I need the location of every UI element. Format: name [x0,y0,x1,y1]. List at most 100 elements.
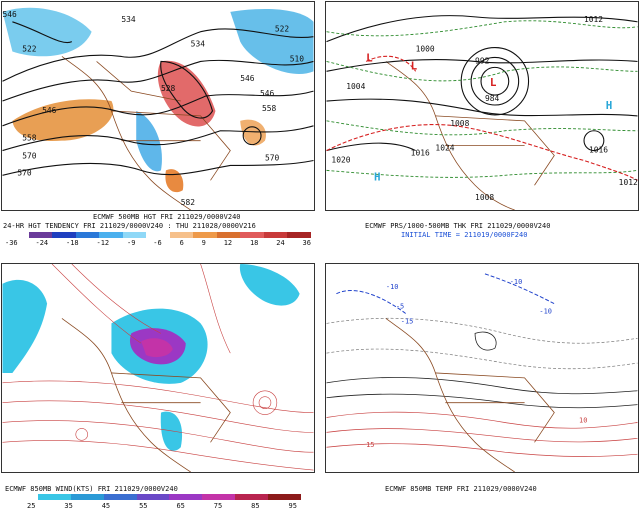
contour-label: 546 [2,10,17,19]
tick-label: 18 [249,239,259,247]
panel-title: ECMWF 850MB TEMP FRI 211029/0000V240 [385,485,537,493]
contour-label: 546 [42,106,57,115]
isobar-label: 1012 [619,178,638,187]
colorbar-swatch [169,494,203,500]
initial-time: INITIAL TIME = 211019/0000F240 [401,231,528,239]
contour-label: 570 [22,151,37,160]
wind-colorbar [5,494,302,500]
map-pressure-thickness: H H L L L 1000 992 984 1004 1008 1016 10… [325,1,639,211]
map-850mb-temperature: -10 -10 -5 -15 -10 10 15 [325,263,639,473]
map-500mb-height-svg: 522 534 546 558 570 546 522 510 528 534 … [2,7,314,210]
tendency-negative-shading [2,7,92,57]
colorbar-swatch [75,232,100,238]
panel-title: ECMWF 500MB HGT FRI 211029/0000V240 [93,213,241,221]
panel-pressure-thickness: H H L L L 1000 992 984 1004 1008 1016 10… [325,1,639,249]
contour-label: 534 [191,40,206,49]
isobar-label: 992 [475,56,490,65]
colorbar-swatch [146,232,170,238]
isobar-label: 1012 [584,15,603,24]
colorbar-swatch [99,232,123,238]
isobar-label: 984 [485,94,500,103]
tendency-positive-shading [157,60,216,127]
tick-label: 65 [176,502,185,510]
tick-label: 24 [276,239,285,247]
contour-label: 582 [181,198,196,207]
colorbar-swatch [169,232,194,238]
tendency-negative-shading [136,110,162,172]
high-pressure-marker: H [374,170,381,183]
cold-isotherms [336,273,555,314]
isobar-label: 1008 [475,193,494,202]
panel-title: ECMWF PRS/1000-500MB THK FRI 211029/0000… [365,222,551,230]
colorbar-swatch [287,232,311,238]
isotherms-dashed [326,317,638,370]
tick-label: -18 [66,239,79,247]
map-850mb-wind [1,263,315,473]
low-pressure-marker: L [490,76,497,89]
colorbar-swatch [122,232,147,238]
tick-label: -12 [96,239,110,247]
tendency-colorbar [5,232,311,238]
tick-label: 75 [213,502,223,510]
colorbar-swatch [263,232,288,238]
isobar-label: 1024 [435,144,454,153]
tick-label: 95 [288,502,297,510]
tendency-positive-shading [165,169,184,193]
warm-isotherms [326,411,638,457]
tick-label: 45 [101,502,111,510]
contour-label: 570 [17,168,32,177]
tendency-positive-shading [240,119,266,146]
high-pressure-marker: H [606,99,613,112]
coastlines [385,61,555,210]
tick-label: 55 [139,502,148,510]
colorbar-swatch [193,232,217,238]
thickness-contours [326,20,638,178]
map-pressure-thickness-svg: H H L L L 1000 992 984 1004 1008 1016 10… [326,15,638,210]
isobar-label: 1016 [411,149,430,158]
tick-label: -24 [35,239,49,247]
map-500mb-height: 522 534 546 558 570 546 522 510 528 534 … [1,1,315,211]
isotherm-label: -10 [386,283,399,291]
tendency-positive-shading [12,99,114,141]
tick-label: 6 [179,239,184,247]
panel-850mb-temperature: -10 -10 -5 -15 -10 10 15 ECMWF 850MB TEM… [325,263,639,511]
colorbar-swatch [5,232,29,238]
wind-speed-shading [160,411,183,451]
contour-label: 522 [275,25,290,34]
colorbar-swatch [202,494,236,500]
isotherm-label: -5 [396,303,404,311]
colorbar-ticks: -36 -24 -18 -12 -9 -6 6 9 12 18 24 36 [5,239,311,247]
panel-title: ECMWF 850MB WIND(KTS) FRI 211029/0000V24… [5,485,178,493]
isobar-label: 1004 [346,82,365,91]
isobars [326,15,638,152]
wind-speed-shading [239,264,300,306]
wind-speed-shading [141,338,173,358]
freezing-thickness-line [326,55,638,181]
contour-label: 570 [265,153,280,162]
colorbar-swatch [103,494,137,500]
tendency-negative-shading [230,8,314,74]
contour-label: 528 [161,84,176,93]
colorbar-ticks: 25 35 45 55 65 75 85 95 [27,502,297,510]
panel-subtitle: 24-HR HGT TENDENCY FRI 211029/0000V240 :… [3,222,256,230]
low-pressure-marker: L [366,51,373,64]
tick-label: -9 [127,239,136,247]
contour-label: 546 [260,89,275,98]
isotherm-label: -10 [510,278,523,286]
isotherms-solid [326,331,638,409]
tick-label: 12 [223,239,233,247]
colorbar-swatch [28,232,53,238]
contour-label: 558 [262,104,277,113]
tick-label: 35 [64,502,73,510]
isotherm-label: 15 [366,441,374,449]
isotherm-label: 10 [579,416,587,424]
colorbar-swatch [235,494,269,500]
colorbar-swatch [240,232,264,238]
colorbar-swatch [268,494,302,500]
panel-850mb-wind: ECMWF 850MB WIND(KTS) FRI 211029/0000V24… [1,263,315,511]
colorbar-swatch [37,494,71,500]
colorbar-swatch [70,494,104,500]
tick-label: -6 [153,239,162,247]
isobar-label: 1020 [331,155,350,164]
contour-label: 534 [121,15,136,24]
